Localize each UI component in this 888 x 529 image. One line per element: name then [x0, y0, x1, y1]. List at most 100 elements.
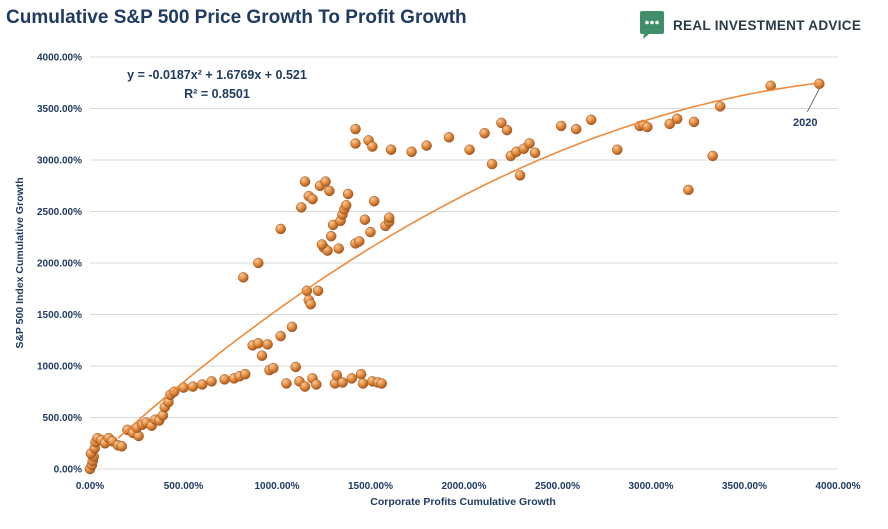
data-point [275, 223, 286, 235]
x-tick-label: 500.00% [164, 481, 204, 492]
data-point [350, 123, 361, 135]
data-point [664, 118, 675, 130]
x-tick-label: 3000.00% [628, 481, 673, 492]
data-point [337, 377, 348, 388]
data-point [299, 176, 311, 187]
data-point [325, 230, 337, 242]
data-point [529, 147, 541, 159]
data-point [514, 170, 526, 181]
y-tick-label: 500.00% [43, 413, 83, 424]
data-point [331, 370, 343, 381]
x-tick-label: 0.00% [76, 481, 104, 492]
trend-r-squared: R² = 0.8501 [184, 87, 250, 101]
data-point [642, 121, 653, 133]
brand-logo: REAL INVESTMENT ADVICE [640, 11, 861, 39]
y-tick-label: 1000.00% [37, 362, 82, 373]
logo-bubble-shape [640, 11, 664, 39]
data-point [421, 140, 432, 151]
data-point [486, 158, 498, 170]
data-point [464, 144, 475, 155]
data-point [342, 188, 354, 200]
gridlines [90, 56, 838, 470]
data-point [333, 243, 344, 254]
x-tick-label: 2000.00% [441, 481, 486, 492]
data-point [359, 214, 371, 225]
data-point [688, 116, 700, 128]
data-point [707, 150, 718, 162]
data-point [501, 124, 513, 136]
data-point [671, 113, 683, 125]
y-tick-label: 3500.00% [37, 104, 82, 115]
data-point [187, 381, 199, 392]
data-point [714, 101, 726, 112]
x-axis-label: Corporate Profits Cumulative Growth [370, 496, 556, 508]
data-point [570, 123, 582, 135]
trend-equation: y = -0.0187x² + 1.6769x + 0.521 [127, 68, 307, 82]
data-point [256, 350, 268, 361]
x-tick-label: 3500.00% [722, 481, 767, 492]
y-tick-label: 3000.00% [37, 156, 82, 167]
data-point [296, 202, 307, 213]
data-point [253, 338, 264, 349]
data-point [350, 138, 361, 149]
data-point [268, 362, 279, 374]
chart-title: Cumulative S&P 500 Price Growth To Profi… [6, 7, 467, 28]
x-tick-label: 1000.00% [254, 481, 299, 492]
data-point [219, 374, 230, 385]
data-point [406, 146, 417, 158]
data-point [262, 339, 273, 350]
x-tick-label: 4000.00% [815, 481, 860, 492]
data-point [383, 212, 395, 223]
x-tick-label: 1500.00% [348, 481, 393, 492]
data-point [354, 236, 365, 247]
chat-bubble-icon [640, 11, 664, 39]
y-tick-label: 2500.00% [37, 207, 82, 218]
data-point [196, 379, 208, 390]
data-point [305, 298, 316, 310]
x-tick-label: 2500.00% [535, 481, 580, 492]
data-point [290, 361, 301, 373]
data-point [275, 330, 286, 342]
data-point [311, 379, 322, 390]
data-point [346, 373, 358, 384]
trend-line [117, 82, 820, 439]
data-point [585, 114, 597, 126]
data-point [168, 386, 180, 398]
data-point [312, 285, 324, 297]
data-point [555, 120, 567, 132]
data-point [385, 144, 397, 155]
y-tick-label: 4000.00% [37, 53, 82, 64]
y-tick-label: 1500.00% [37, 310, 82, 321]
data-point [524, 138, 535, 149]
data-point [286, 321, 298, 333]
data-point [496, 117, 507, 129]
data-point [238, 272, 249, 283]
data-point [206, 376, 217, 387]
data-point [316, 239, 328, 250]
data-point [683, 184, 694, 196]
data-point [479, 127, 490, 139]
data-point [367, 141, 378, 152]
data-point [376, 378, 387, 389]
data-points [84, 78, 825, 475]
data-point [355, 368, 367, 380]
annotation-leader-line [806, 88, 820, 112]
data-point [253, 257, 264, 269]
data-point [320, 176, 331, 187]
data-point [299, 381, 311, 392]
data-point [116, 441, 128, 452]
annotation-2020: 2020 [793, 117, 817, 129]
axis-ticks: 0.00% 500.00% 1000.00% 1500.00% 2000.00% 2500… [37, 53, 861, 493]
data-point [357, 378, 369, 389]
data-point [365, 226, 376, 238]
data-point [368, 195, 380, 207]
data-point [443, 132, 455, 143]
y-axis-label: S&P 500 Index Cumulative Growth [14, 177, 26, 348]
y-tick-label: 0.00% [54, 465, 82, 476]
data-point [612, 144, 623, 155]
y-tick-label: 2000.00% [37, 259, 82, 270]
logo-text: REAL INVESTMENT ADVICE [673, 17, 862, 33]
data-point [281, 378, 292, 389]
data-point [239, 368, 251, 380]
